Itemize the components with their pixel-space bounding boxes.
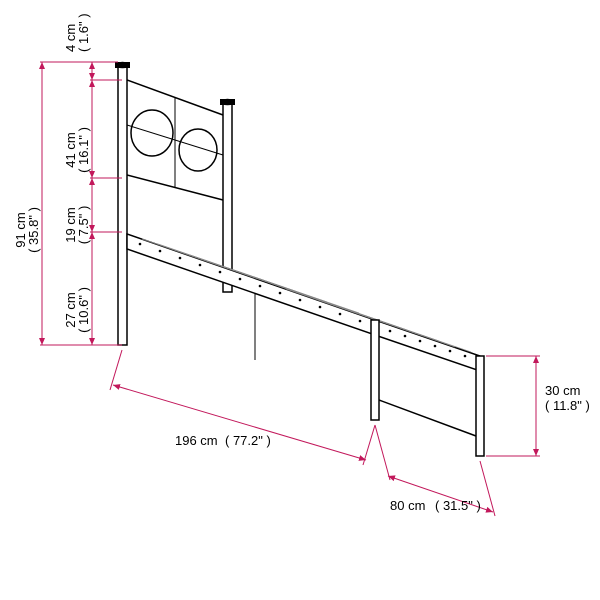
dim-total-in: ( 35.8" ) bbox=[26, 207, 41, 253]
dim-hb-lower-in: ( 7.5" ) bbox=[76, 206, 91, 245]
dim-foot-cm: 30 cm bbox=[545, 383, 580, 398]
dim-hb-upper-in: ( 16.1" ) bbox=[76, 127, 91, 173]
dim-leg-in: ( 10.6" ) bbox=[76, 287, 91, 333]
dim-width-in: ( 31.5" ) bbox=[435, 498, 481, 513]
dim-cap-in: ( 1.6" ) bbox=[76, 13, 91, 52]
dim-foot-in: ( 11.8" ) bbox=[545, 398, 590, 413]
bed-frame bbox=[115, 62, 484, 456]
dim-width-cm: 80 cm bbox=[390, 498, 425, 513]
dim-length-cm: 196 cm bbox=[175, 433, 218, 448]
dim-length-in: ( 77.2" ) bbox=[225, 433, 271, 448]
bed-slats bbox=[142, 239, 471, 352]
bed-frame-dimension-drawing: 4 cm ( 1.6" ) 41 cm ( 16.1" ) 19 cm ( 7.… bbox=[0, 0, 600, 600]
